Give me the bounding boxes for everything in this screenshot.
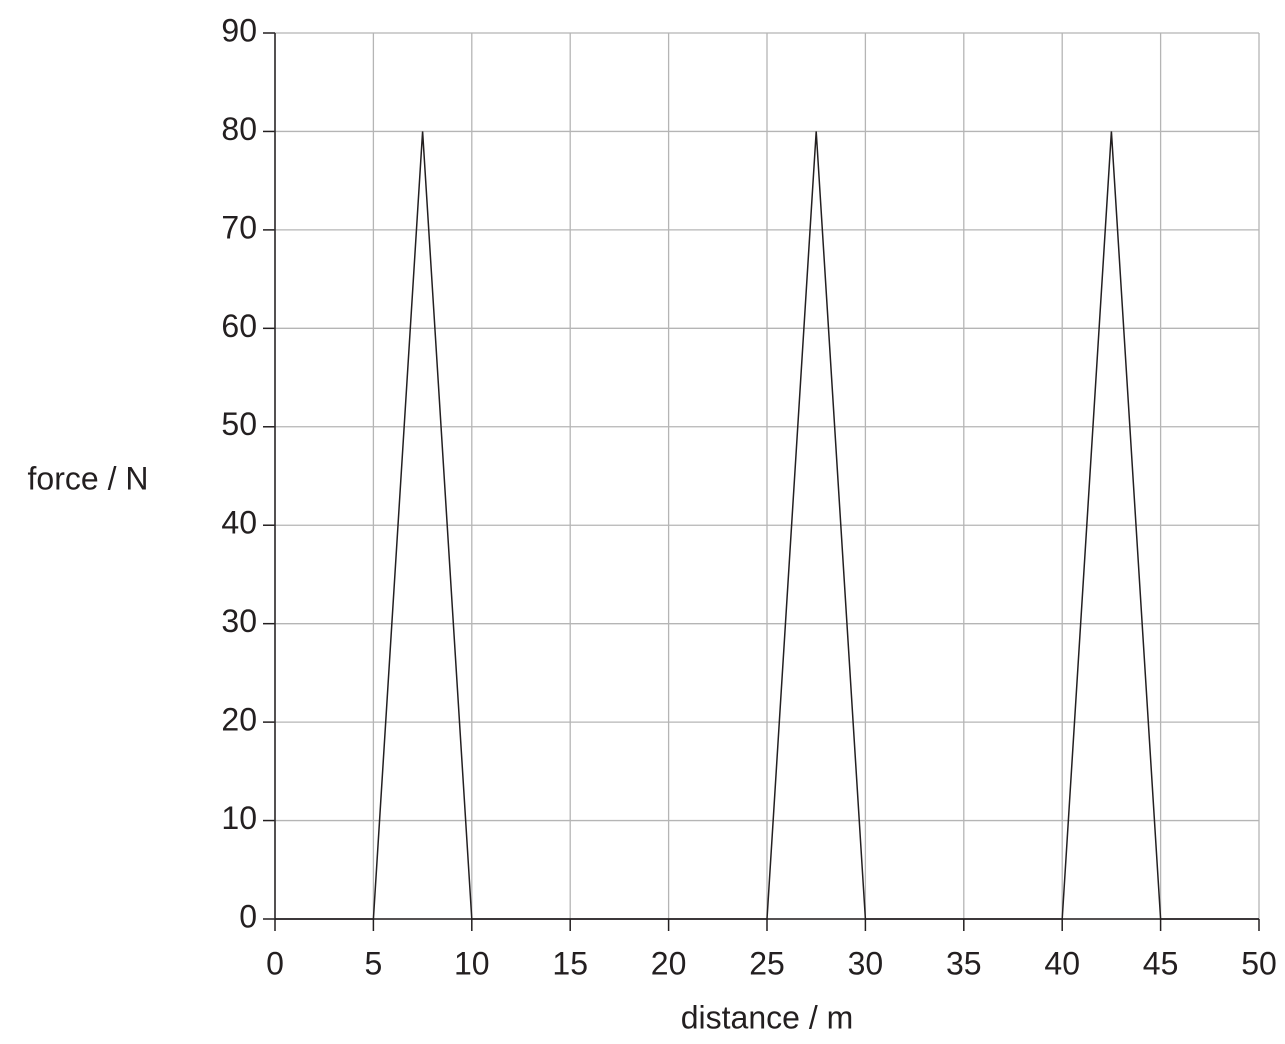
y-tick-label: 80 bbox=[221, 111, 257, 147]
y-tick-label: 0 bbox=[239, 898, 257, 934]
y-tick-label: 20 bbox=[221, 702, 257, 738]
y-axis-label: force / N bbox=[28, 460, 149, 496]
y-tick-label: 30 bbox=[221, 603, 257, 639]
y-tick-label: 60 bbox=[221, 308, 257, 344]
y-tick-label: 50 bbox=[221, 406, 257, 442]
y-tick-label: 70 bbox=[221, 209, 257, 245]
x-tick-label: 10 bbox=[454, 945, 490, 981]
y-tick-label: 90 bbox=[221, 12, 257, 48]
y-tick-label: 40 bbox=[221, 505, 257, 541]
x-tick-label: 5 bbox=[365, 945, 383, 981]
x-tick-label: 0 bbox=[266, 945, 284, 981]
x-tick-label: 40 bbox=[1044, 945, 1080, 981]
x-tick-label: 30 bbox=[848, 945, 884, 981]
x-tick-label: 15 bbox=[552, 945, 588, 981]
x-tick-label: 45 bbox=[1143, 945, 1179, 981]
x-tick-label: 25 bbox=[749, 945, 785, 981]
x-axis-label: distance / m bbox=[681, 999, 854, 1035]
x-tick-label: 35 bbox=[946, 945, 982, 981]
y-tick-label: 10 bbox=[221, 800, 257, 836]
x-tick-label: 20 bbox=[651, 945, 687, 981]
data-line bbox=[275, 131, 1259, 920]
x-tick-label: 50 bbox=[1241, 945, 1277, 981]
